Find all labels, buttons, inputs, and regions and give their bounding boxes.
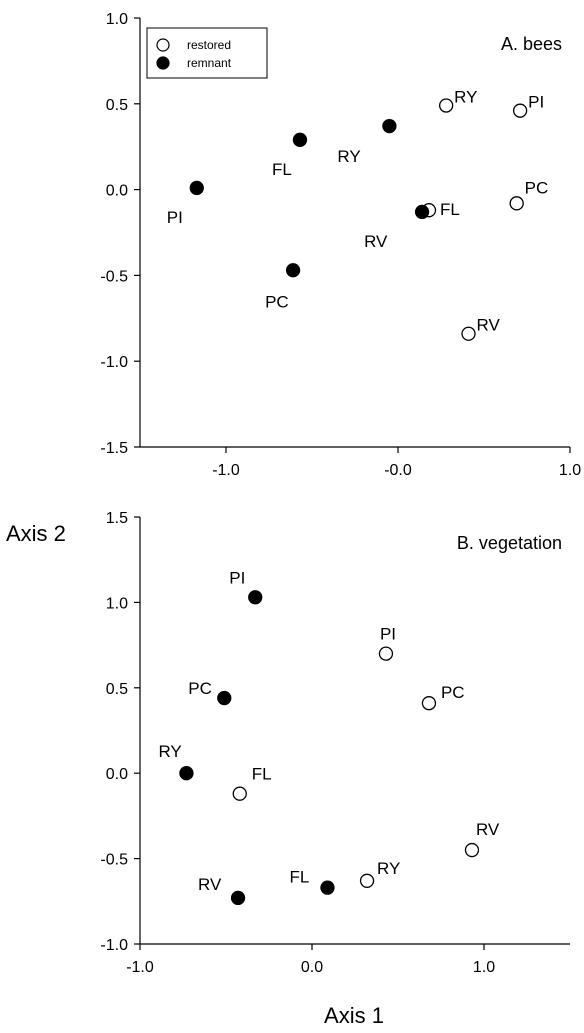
point-restored-PC — [421, 696, 437, 711]
y-tick-label: -1.0 — [100, 354, 128, 371]
point-remnant-RV — [230, 890, 246, 906]
point-restored-PC — [509, 196, 524, 211]
point-label-restored-FL: FL — [440, 200, 460, 219]
point-label-restored-PC: PC — [525, 178, 549, 197]
panel-title: A. bees — [501, 34, 562, 54]
point-restored-RV — [464, 842, 480, 858]
x-tick-label: -0.0 — [384, 462, 412, 479]
point-label-restored-RV: RV — [477, 316, 501, 335]
point-label-remnant-RY: RY — [158, 742, 181, 761]
point-remnant-RY — [179, 766, 194, 781]
y-tick-label: -0.5 — [100, 852, 128, 869]
point-restored-RY — [439, 98, 454, 113]
x-tick-label: 1.0 — [473, 959, 495, 976]
y-tick-label: 1.5 — [106, 510, 128, 527]
x-axis-title: Axis 1 — [324, 1003, 384, 1028]
y-tick-label: 0.5 — [106, 681, 128, 698]
point-label-remnant-FL: FL — [272, 160, 292, 179]
y-tick-label: 1.0 — [106, 11, 128, 28]
panel-a-bees: 1.0 0.5 0.0 -0.5 -1.0 -1.5 -1.0 -0.0 1.0 A. bees r… — [100, 11, 581, 479]
y-tick-label: -1.0 — [100, 937, 128, 954]
point-remnant-PI — [189, 180, 204, 196]
legend-marker-restored — [156, 38, 170, 52]
point-label-restored-RY: RY — [377, 859, 400, 878]
legend-marker-remnant — [156, 56, 170, 70]
y-tick-label: -0.5 — [100, 268, 128, 285]
legend-label-restored: restored — [187, 38, 231, 52]
point-remnant-PC — [217, 690, 232, 706]
point-restored-FL — [232, 786, 247, 801]
point-remnant-PC — [285, 263, 301, 278]
point-label-remnant-PC: PC — [188, 679, 212, 698]
point-label-restored-PI: PI — [380, 625, 396, 644]
x-tick-label: 1.0 — [559, 462, 581, 479]
point-label-restored-FL: FL — [252, 765, 272, 784]
point-remnant-PI — [248, 590, 263, 605]
point-label-restored-RY: RY — [454, 88, 477, 107]
point-label-remnant-PI: PI — [167, 208, 183, 227]
panel-title: B. vegetation — [457, 533, 562, 553]
point-label-restored-PC: PC — [441, 683, 465, 702]
y-tick-label: -1.5 — [100, 440, 128, 457]
point-restored-PI — [378, 646, 394, 661]
point-remnant-FL — [292, 132, 308, 147]
x-tick-label: -1.0 — [126, 959, 154, 976]
x-tick-label: -1.0 — [212, 462, 240, 479]
point-label-remnant-FL: FL — [289, 868, 309, 887]
point-restored-RY — [359, 873, 375, 888]
point-restored-RV — [461, 326, 476, 341]
point-label-restored-RV: RV — [476, 820, 500, 839]
point-label-remnant-PC: PC — [265, 292, 289, 311]
y-tick-label: 0.0 — [106, 183, 128, 200]
point-remnant-FL — [320, 880, 335, 895]
legend-label-remnant: remnant — [187, 56, 232, 70]
point-restored-PI — [512, 103, 528, 118]
point-remnant-RV — [414, 204, 430, 220]
point-label-remnant-RV: RV — [198, 875, 222, 894]
point-label-remnant-RV: RV — [364, 232, 388, 251]
point-label-restored-PI: PI — [528, 93, 544, 112]
point-remnant-RY — [382, 118, 397, 134]
point-label-remnant-RY: RY — [337, 147, 360, 166]
y-tick-label: 0.0 — [106, 766, 128, 783]
y-axis-title: Axis 2 — [6, 521, 66, 546]
legend-box — [146, 27, 268, 79]
x-tick-label: 0.0 — [301, 959, 323, 976]
point-label-remnant-PI: PI — [229, 568, 245, 587]
panel-b-vegetation: 1.5 1.0 0.5 0.0 -0.5 -1.0 -1.0 0.0 1.0 B. vegetat… — [100, 510, 570, 976]
y-tick-label: 0.5 — [106, 97, 128, 114]
y-tick-label: 1.0 — [106, 595, 128, 612]
